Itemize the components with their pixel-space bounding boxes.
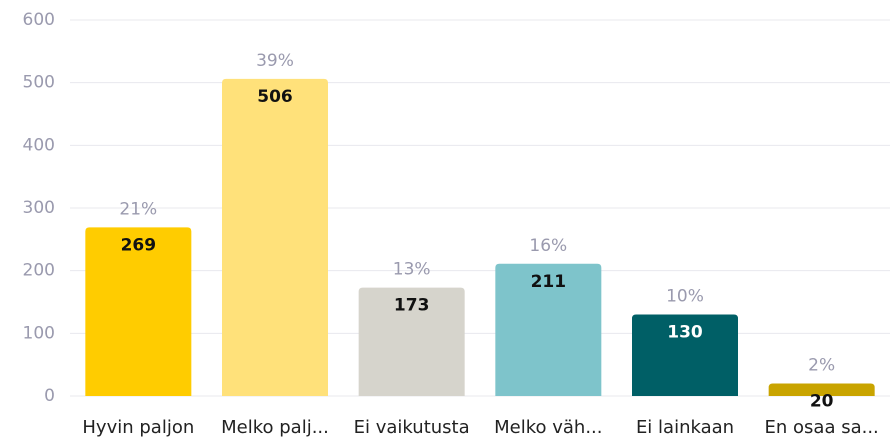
y-tick-label: 400 [23,135,55,155]
bar [495,263,602,396]
bar [222,78,328,396]
y-tick-label: 500 [23,73,55,93]
y-tick-label: 300 [23,198,55,218]
bar [632,314,738,396]
percentage-label: 13% [393,260,431,280]
bar [85,227,192,396]
value-label: 211 [531,272,567,292]
value-label: 506 [257,87,293,107]
value-label: 20 [810,391,834,411]
bar [768,383,875,396]
value-label: 173 [394,296,430,316]
value-label: 269 [121,235,157,255]
x-tick-label: Ei vaikutusta [354,417,470,438]
x-tick-label: Hyvin paljon [82,417,194,438]
value-label: 130 [667,323,703,343]
bar [358,287,465,396]
percentage-label: 39% [256,51,294,71]
percentage-label: 16% [529,236,567,256]
x-tick-label: Melko palj... [221,417,329,438]
y-tick-label: 100 [23,323,55,343]
percentage-label: 10% [666,287,704,307]
percentage-label: 2% [808,355,835,375]
y-tick-label: 0 [44,386,55,406]
x-tick-label: En osaa sa... [765,417,879,438]
y-tick-label: 600 [23,10,55,30]
y-tick-label: 200 [23,261,55,281]
x-tick-label: Ei lainkaan [636,417,734,438]
x-tick-label: Melko väh... [494,417,602,438]
percentage-label: 21% [119,199,157,219]
